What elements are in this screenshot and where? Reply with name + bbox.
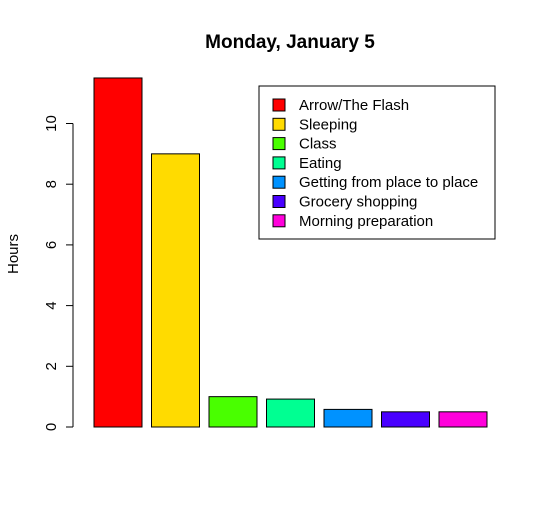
legend-swatch	[272, 175, 286, 189]
bar	[93, 77, 143, 428]
bar	[151, 153, 200, 428]
legend-label: Class	[299, 136, 337, 153]
legend-swatch	[272, 117, 286, 131]
legend-swatch	[272, 156, 286, 170]
legend-label: Arrow/The Flash	[299, 97, 409, 114]
y-tick-label: 2	[43, 362, 60, 370]
legend-label: Sleeping	[299, 116, 357, 133]
chart-title: Monday, January 5	[205, 32, 375, 53]
y-axis: 0 2 4 6 8 10	[43, 115, 74, 431]
legend-label: Eating	[299, 155, 342, 172]
legend-swatch	[272, 137, 286, 151]
legend-label: Grocery shopping	[299, 194, 417, 211]
bar	[323, 408, 373, 428]
bar	[438, 411, 488, 428]
bar	[381, 411, 430, 428]
bar	[266, 398, 315, 428]
legend-swatch	[272, 214, 286, 228]
bar	[208, 396, 258, 428]
legend-swatch	[272, 98, 286, 112]
legend-box	[258, 85, 496, 240]
bars-group	[93, 77, 488, 428]
legend-swatch	[272, 195, 286, 208]
y-tick-label: 6	[43, 241, 60, 249]
y-tick-label: 4	[43, 301, 60, 309]
y-axis-label: Hours	[5, 234, 22, 274]
y-tick-label: 8	[43, 180, 60, 188]
legend-label: Getting from place to place	[299, 174, 478, 191]
y-tick-label: 0	[43, 423, 60, 431]
legend-label: Morning preparation	[299, 213, 433, 230]
legend: Arrow/The Flash Sleeping Class Eating Gettin…	[258, 85, 496, 240]
y-tick-label: 10	[43, 115, 60, 132]
